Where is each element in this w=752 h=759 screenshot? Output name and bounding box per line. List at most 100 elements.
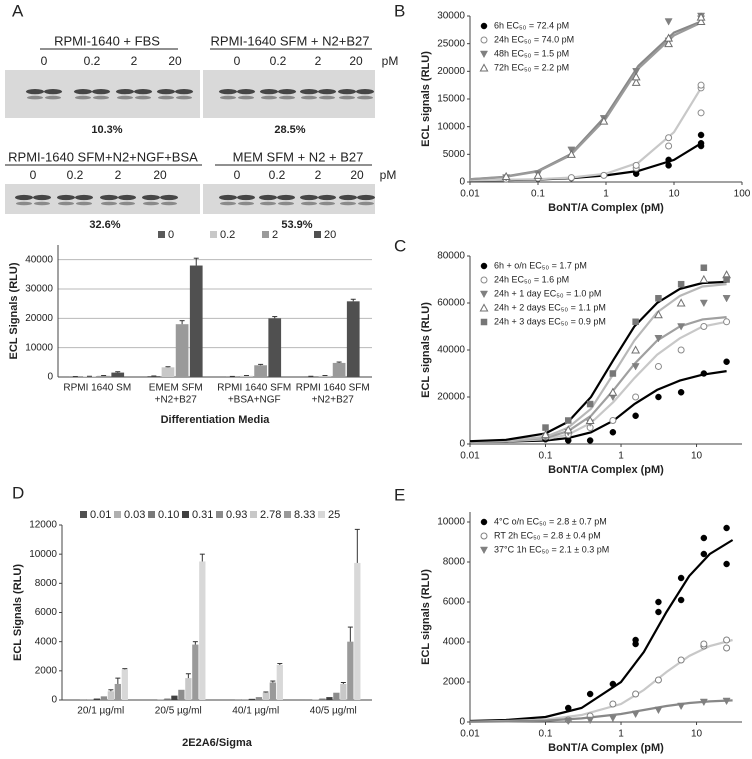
x-tick-label: 0.1 <box>539 729 553 740</box>
point <box>600 171 608 179</box>
blot-band <box>101 201 117 206</box>
panel-label: E <box>394 485 405 504</box>
legend-swatch <box>262 231 269 238</box>
point <box>723 318 731 326</box>
blot-band <box>278 89 296 95</box>
bar <box>248 698 256 700</box>
blot-band <box>100 194 118 201</box>
blot-band <box>75 95 91 100</box>
legend-label: 2 <box>272 229 278 241</box>
point <box>723 276 730 283</box>
blot-band <box>15 194 33 201</box>
blot-title: RPMI-1640 SFM+N2+NGF+BSA <box>8 149 198 164</box>
bar <box>332 362 346 377</box>
x-axis-label: 2E2A6/Sigma <box>182 737 253 749</box>
y-axis-label: ECL signals (RLU) <box>420 302 432 398</box>
bar <box>318 375 332 377</box>
point <box>654 335 663 343</box>
point <box>609 370 617 377</box>
legend-label: 4°C o/n EC₅₀ = 2.8 ± 0.7 pM <box>494 516 607 526</box>
y-tick-label: 20000 <box>25 313 53 324</box>
legend-swatch <box>250 511 257 518</box>
y-tick-label: 10000 <box>437 517 465 528</box>
x-tick-label: 0.1 <box>531 189 545 200</box>
blot-band <box>134 89 152 95</box>
bar <box>161 367 175 377</box>
point <box>700 550 708 558</box>
legend-label: 0.03 <box>124 509 145 521</box>
point <box>664 39 674 48</box>
lane-label: 0 <box>30 168 37 182</box>
y-tick-label: 10000 <box>437 121 465 132</box>
lane-label: 20 <box>349 54 363 68</box>
bar <box>340 683 347 700</box>
y-tick-label: 15000 <box>437 94 465 105</box>
panel-label: C <box>394 236 406 255</box>
bar <box>111 372 125 377</box>
blot-band <box>318 194 336 201</box>
point <box>567 174 575 182</box>
blot-band <box>16 201 32 206</box>
x-tick-label: 0.1 <box>539 451 553 462</box>
point <box>654 676 662 684</box>
point <box>533 170 543 179</box>
legend-swatch <box>80 511 87 518</box>
legend-label: 0.10 <box>158 509 179 521</box>
legend-label: 24h EC₅₀ = 74.0 pM <box>494 34 574 44</box>
bar <box>157 699 164 700</box>
point <box>609 417 617 424</box>
point <box>608 387 618 396</box>
legend-swatch <box>158 231 165 238</box>
blot-band <box>238 201 254 206</box>
bar <box>255 697 263 700</box>
blot-band <box>300 194 318 201</box>
point <box>585 415 595 424</box>
bar <box>333 692 340 700</box>
y-tick-label: 8000 <box>35 578 58 589</box>
lane-label: 0 <box>41 54 48 68</box>
point <box>586 400 594 408</box>
blot-band <box>319 201 335 206</box>
x-tick-label: 1 <box>618 729 624 740</box>
point <box>723 358 730 365</box>
point <box>564 704 572 712</box>
fit-curve <box>469 280 727 443</box>
y-tick-label: 30000 <box>437 11 465 22</box>
bar <box>319 698 326 700</box>
bar <box>268 318 282 377</box>
legend-marker <box>480 318 488 326</box>
bar <box>346 301 360 377</box>
bar <box>171 695 178 700</box>
legend-label: RT 2h EC₅₀ = 2.8 ± 0.4 pM <box>494 530 601 540</box>
bar <box>269 682 276 700</box>
legend-label: 6h EC₅₀ = 72.4 pM <box>494 20 569 30</box>
legend-label: 0.2 <box>220 229 235 241</box>
point <box>677 574 685 582</box>
legend-swatch <box>216 511 223 518</box>
bar <box>199 561 206 700</box>
y-tick-label: 40000 <box>437 345 465 356</box>
legend-marker <box>479 290 489 299</box>
blot-band <box>27 95 43 100</box>
blot-band <box>301 201 317 206</box>
y-tick-label: 30000 <box>25 284 53 295</box>
bar <box>175 324 189 377</box>
blot-band <box>318 89 336 95</box>
point <box>665 162 672 169</box>
x-tick-label: 20/1 µg/ml <box>77 706 124 717</box>
point <box>700 264 708 271</box>
bar <box>326 697 333 700</box>
x-tick-label: 40/5 µg/ml <box>310 706 357 717</box>
point <box>700 323 708 330</box>
bar <box>100 696 108 700</box>
blot-band <box>338 89 356 95</box>
y-axis-label: ECL signals (RLU) <box>420 569 432 665</box>
point <box>632 68 641 76</box>
legend-label: 20 <box>324 229 336 241</box>
legend-marker <box>479 303 489 312</box>
lane-label: 20 <box>350 168 364 182</box>
point <box>677 702 686 711</box>
point <box>677 656 685 664</box>
bar <box>114 683 121 700</box>
blot-percent: 53.9% <box>281 219 312 231</box>
